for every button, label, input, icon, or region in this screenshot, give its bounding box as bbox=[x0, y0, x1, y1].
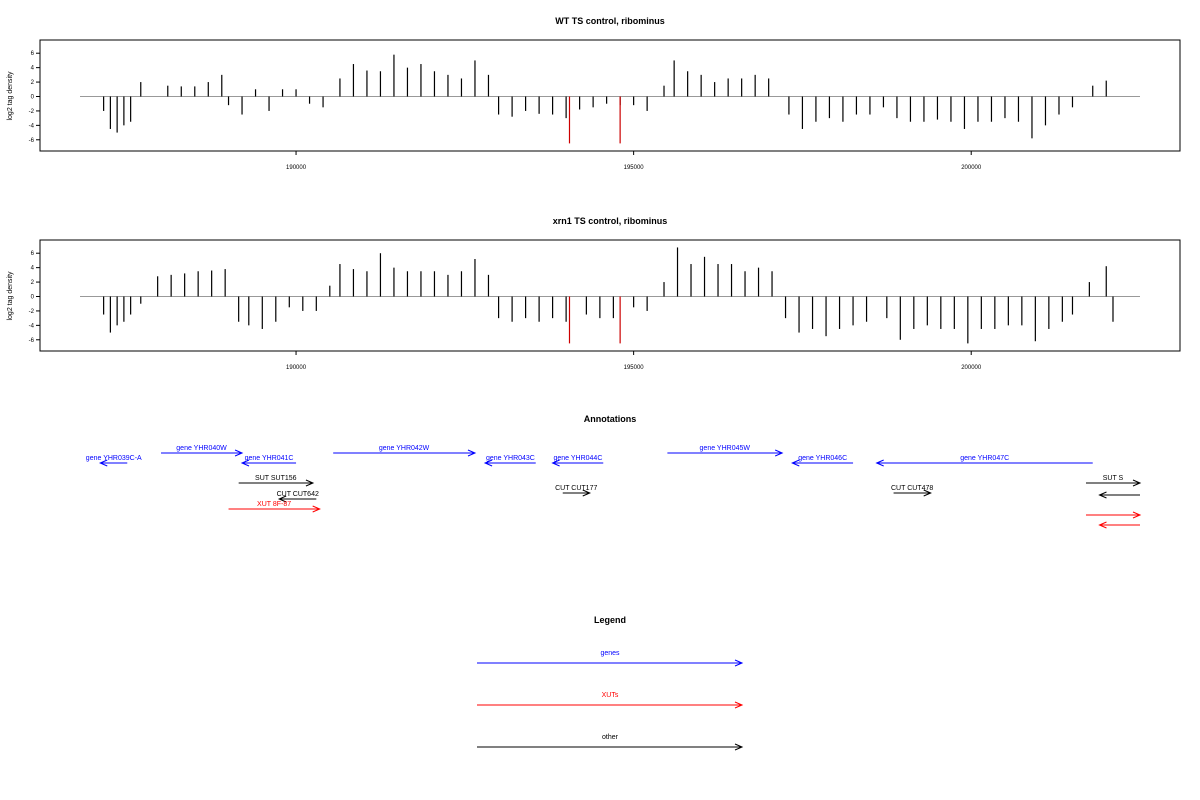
annotation-feature: gene YHR046C bbox=[791, 455, 854, 467]
annotation-feature: gene YHR039C-A bbox=[86, 455, 142, 467]
annotation-feature bbox=[1085, 511, 1142, 519]
y-tick-label: 0 bbox=[31, 295, 35, 301]
annotation-features: gene YHR039C-A gene YHR040W gene YHR041C ge… bbox=[86, 445, 1142, 529]
arrowhead bbox=[734, 743, 744, 751]
arrowhead bbox=[277, 495, 287, 503]
annotation-feature: SUT SUT156 bbox=[238, 475, 315, 487]
x-tick-label: 200000 bbox=[961, 165, 982, 171]
annotations-title: Annotations bbox=[584, 414, 637, 424]
feature-label: gene YHR042W bbox=[379, 445, 430, 452]
annotation-feature bbox=[1098, 521, 1140, 529]
annotation-feature: XUT 8F-87 bbox=[228, 501, 321, 513]
annotation-feature: gene YHR047C bbox=[875, 455, 1093, 467]
feature-label: gene YHR039C-A bbox=[86, 455, 142, 462]
y-axis-label: log2 tag density bbox=[7, 271, 14, 321]
y-tick-label: -6 bbox=[29, 338, 35, 344]
arrowhead bbox=[582, 489, 592, 497]
arrowhead bbox=[734, 701, 744, 709]
arrowhead bbox=[923, 489, 932, 497]
feature-label: SUT SUT156 bbox=[255, 475, 297, 482]
arrowhead bbox=[483, 459, 493, 467]
plot-area: -6 -4 -2 0 2 4 6 190000 195000 200000 bbox=[29, 247, 1140, 371]
x-tick-label: 200000 bbox=[961, 365, 982, 371]
arrowhead bbox=[305, 479, 315, 487]
arrowhead bbox=[1132, 479, 1142, 487]
feature-label: gene YHR046C bbox=[798, 455, 847, 462]
panel-title: WT TS control, ribominus bbox=[555, 16, 665, 26]
legend-item: genes bbox=[477, 650, 744, 667]
y-tick-label: 4 bbox=[31, 66, 35, 72]
x-tick-label: 190000 bbox=[286, 365, 307, 371]
annotation-feature: gene YHR045W bbox=[667, 445, 784, 457]
x-tick-label: 195000 bbox=[624, 165, 645, 171]
annotation-feature: gene YHR041C bbox=[240, 455, 297, 467]
feature-label: gene YHR045W bbox=[700, 445, 751, 452]
annotation-feature bbox=[1098, 491, 1140, 499]
y-tick-label: 6 bbox=[31, 251, 35, 257]
y-tick-label: 2 bbox=[31, 280, 35, 286]
feature-label: CUT CUT177 bbox=[555, 485, 597, 492]
annotation-feature: CUT CUT642 bbox=[277, 491, 319, 503]
arrowhead bbox=[734, 659, 744, 667]
feature-label: CUT CUT478 bbox=[891, 485, 933, 492]
annotation-feature: gene YHR044C bbox=[551, 455, 604, 467]
legend-label: other bbox=[602, 734, 619, 741]
arrowhead bbox=[791, 459, 800, 467]
feature-label: CUT CUT642 bbox=[277, 491, 319, 498]
feature-label: XUT 8F-87 bbox=[257, 501, 291, 508]
annotation-feature: gene YHR040W bbox=[161, 445, 244, 457]
y-tick-label: 2 bbox=[31, 80, 35, 86]
feature-label: SUT S bbox=[1103, 475, 1124, 482]
plot-area: -6 -4 -2 0 2 4 6 190000 195000 200000 bbox=[29, 51, 1140, 171]
feature-label: gene YHR041C bbox=[245, 455, 294, 462]
y-tick-label: -2 bbox=[29, 309, 35, 315]
legend-label: XUTs bbox=[602, 692, 619, 699]
legend-label: genes bbox=[600, 650, 620, 657]
x-tick-label: 190000 bbox=[286, 165, 307, 171]
annotation-feature: gene YHR043C bbox=[483, 455, 536, 467]
feature-label: gene YHR040W bbox=[176, 445, 227, 452]
panel-title: xrn1 TS control, ribominus bbox=[553, 216, 668, 226]
arrowhead bbox=[312, 505, 321, 513]
panel-xrn1: xrn1 TS control, ribominus log2 tag dens… bbox=[7, 216, 1181, 371]
legend: Legend genes XUTs other bbox=[477, 615, 744, 751]
plot-frame bbox=[39, 239, 1181, 352]
arrowhead bbox=[551, 459, 560, 467]
arrowhead bbox=[1132, 511, 1142, 519]
y-tick-label: -6 bbox=[29, 138, 35, 144]
y-tick-label: 6 bbox=[31, 51, 35, 57]
feature-label: gene YHR044C bbox=[553, 455, 602, 462]
arrowhead bbox=[774, 449, 784, 457]
y-tick-label: -4 bbox=[29, 323, 35, 329]
arrowhead bbox=[98, 459, 108, 467]
y-axis-label: log2 tag density bbox=[7, 71, 14, 121]
feature-label: gene YHR047C bbox=[960, 455, 1009, 462]
y-tick-label: 4 bbox=[31, 266, 35, 272]
annotation-feature: CUT CUT478 bbox=[891, 485, 933, 497]
plot-frame bbox=[39, 39, 1181, 152]
arrowhead bbox=[1098, 521, 1107, 529]
annotation-feature: SUT S bbox=[1085, 475, 1142, 487]
x-tick-label: 195000 bbox=[624, 365, 645, 371]
arrowhead bbox=[467, 449, 477, 457]
legend-item: XUTs bbox=[477, 692, 744, 709]
y-tick-label: -2 bbox=[29, 109, 35, 115]
legend-items: genes XUTs other bbox=[477, 650, 744, 751]
legend-item: other bbox=[477, 734, 744, 751]
feature-label: gene YHR043C bbox=[486, 455, 535, 462]
arrowhead bbox=[1098, 491, 1107, 499]
annotation-feature: gene YHR042W bbox=[333, 445, 477, 457]
y-tick-label: -4 bbox=[29, 123, 35, 129]
y-tick-label: 0 bbox=[31, 95, 35, 101]
arrowhead bbox=[234, 449, 244, 457]
arrowhead bbox=[240, 459, 250, 467]
annotation-feature: CUT CUT177 bbox=[555, 485, 597, 497]
panel-wt: WT TS control, ribominus log2 tag densit… bbox=[7, 16, 1181, 171]
arrowhead bbox=[875, 459, 884, 467]
legend-title: Legend bbox=[594, 615, 626, 625]
